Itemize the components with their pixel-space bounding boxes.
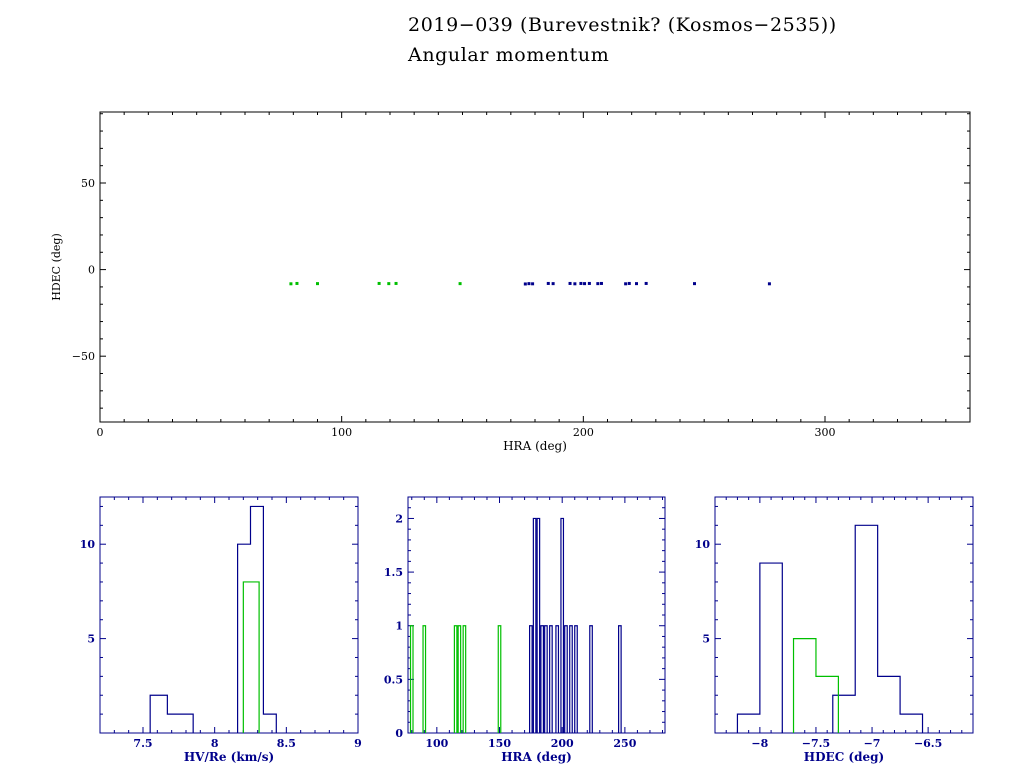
green-hist-outline [242, 581, 260, 733]
x-tick-label: 7.5 [133, 737, 152, 750]
blue-hist-outline [736, 524, 924, 733]
y-tick-label: 0 [395, 727, 403, 740]
histogram-hra: 100 150 200 250 0 0.5 1 1.5 2 HRA (deg) [384, 496, 666, 764]
blue-data-point [583, 282, 587, 286]
x-axis-label: HRA (deg) [501, 750, 572, 764]
blue-data-point [635, 282, 638, 286]
blue-hist-outline [529, 517, 622, 733]
blue-data-point [551, 282, 555, 286]
y-axis-label: HDEC (deg) [50, 233, 63, 301]
chart-title-line2: Angular momentum [408, 44, 610, 66]
plot-frame [714, 496, 974, 734]
green-hist-outline [792, 638, 839, 733]
x-tick-label: −8 [751, 737, 768, 750]
green-data-point [316, 282, 319, 286]
blue-data-point [627, 281, 631, 285]
green-data-point [289, 282, 293, 286]
x-axis-label: HRA (deg) [503, 439, 567, 453]
green-data-point [458, 282, 462, 286]
green-hist-outline [409, 625, 502, 733]
x-tick-label: 150 [488, 737, 511, 750]
blue-data-point [767, 282, 771, 286]
x-tick-label: 8 [211, 737, 219, 750]
x-tick-label: 100 [425, 737, 448, 750]
y-tick-label: 1 [395, 620, 403, 633]
blue-hist-outline [149, 505, 277, 733]
chart-title-line1: 2019−039 (Burevestnik? (Kosmos−2535)) [408, 14, 837, 36]
blue-data-point [568, 281, 572, 285]
blue-data-point [644, 281, 648, 285]
y-tick-label: 50 [81, 177, 95, 190]
green-data-point [377, 281, 381, 285]
y-tick-label: 0.5 [384, 673, 403, 686]
y-tick-label: 0 [88, 264, 95, 277]
blue-data-point [579, 281, 583, 285]
y-tick-label: 5 [702, 633, 710, 646]
plot-frame [407, 496, 666, 734]
x-tick-label: 100 [331, 426, 352, 439]
blue-data-point [531, 282, 535, 286]
x-tick-label: −6.5 [914, 737, 942, 750]
green-data-point [387, 282, 391, 286]
y-tick-label: −50 [72, 350, 95, 363]
plot-frame [99, 111, 971, 423]
x-tick-label: 200 [573, 426, 594, 439]
x-tick-label: 300 [815, 426, 836, 439]
y-tick-label: 2 [395, 512, 403, 525]
blue-data-point [624, 282, 628, 286]
x-tick-label: 0 [97, 426, 104, 439]
green-data-point [295, 281, 299, 285]
blue-data-point [523, 282, 527, 286]
blue-data-point [596, 282, 600, 286]
blue-data-point [599, 281, 603, 285]
x-axis-label: HV/Re (km/s) [184, 750, 274, 764]
blue-data-point [587, 281, 591, 285]
x-tick-label: 8.5 [277, 737, 296, 750]
green-data-point [394, 281, 398, 285]
scatter-plot-hra-hdec: 0 100 200 300 −50 0 50 HRA (deg) HDEC (deg) [50, 111, 971, 453]
histogram-hdec: −8 −7.5 −7 −6.5 5 10 HDEC (deg) [695, 496, 974, 764]
y-tick-label: 1.5 [384, 566, 403, 579]
y-tick-label: 5 [87, 633, 95, 646]
plot-frame [99, 496, 359, 734]
blue-data-point [573, 282, 577, 286]
x-tick-label: −7.5 [802, 737, 830, 750]
x-axis-label: HDEC (deg) [804, 750, 884, 764]
x-tick-label: 200 [551, 737, 574, 750]
blue-data-point [527, 282, 531, 286]
x-tick-label: −7 [864, 737, 881, 750]
x-tick-label: 250 [613, 737, 636, 750]
blue-data-point [693, 282, 696, 286]
blue-data-point [546, 281, 550, 285]
histogram-hv-re: 7.5 8 8.5 9 5 10 HV/Re (km/s) [80, 496, 362, 764]
x-tick-label: 9 [354, 737, 362, 750]
chart-title-block: 2019−039 (Burevestnik? (Kosmos−2535)) An… [408, 16, 837, 65]
y-tick-label: 10 [80, 538, 96, 551]
y-tick-label: 10 [695, 538, 711, 551]
